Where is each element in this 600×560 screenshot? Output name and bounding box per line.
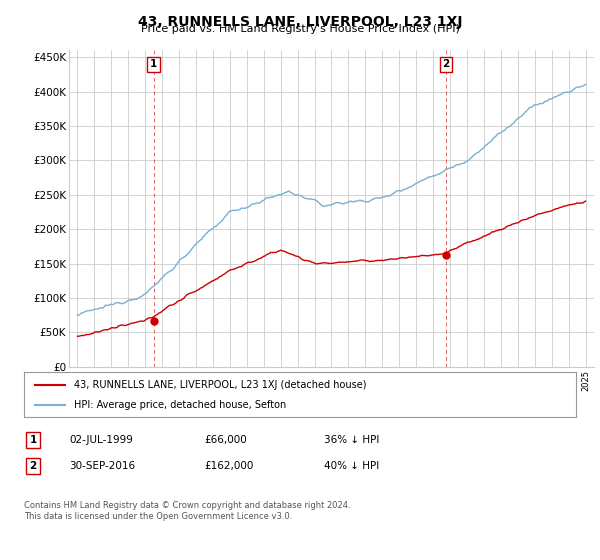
Text: 2: 2 (29, 461, 37, 471)
Text: 43, RUNNELLS LANE, LIVERPOOL, L23 1XJ: 43, RUNNELLS LANE, LIVERPOOL, L23 1XJ (138, 15, 462, 29)
Text: 36% ↓ HPI: 36% ↓ HPI (324, 435, 379, 445)
Text: HPI: Average price, detached house, Sefton: HPI: Average price, detached house, Seft… (74, 400, 286, 410)
Text: 02-JUL-1999: 02-JUL-1999 (69, 435, 133, 445)
Text: 1: 1 (150, 59, 157, 69)
Text: £162,000: £162,000 (204, 461, 253, 471)
Text: This data is licensed under the Open Government Licence v3.0.: This data is licensed under the Open Gov… (24, 512, 292, 521)
Text: 40% ↓ HPI: 40% ↓ HPI (324, 461, 379, 471)
Text: Price paid vs. HM Land Registry's House Price Index (HPI): Price paid vs. HM Land Registry's House … (140, 24, 460, 34)
Text: 2: 2 (442, 59, 449, 69)
Text: 1: 1 (29, 435, 37, 445)
Text: 43, RUNNELLS LANE, LIVERPOOL, L23 1XJ (detached house): 43, RUNNELLS LANE, LIVERPOOL, L23 1XJ (d… (74, 380, 366, 390)
Text: 30-SEP-2016: 30-SEP-2016 (69, 461, 135, 471)
Text: £66,000: £66,000 (204, 435, 247, 445)
Text: Contains HM Land Registry data © Crown copyright and database right 2024.: Contains HM Land Registry data © Crown c… (24, 501, 350, 510)
